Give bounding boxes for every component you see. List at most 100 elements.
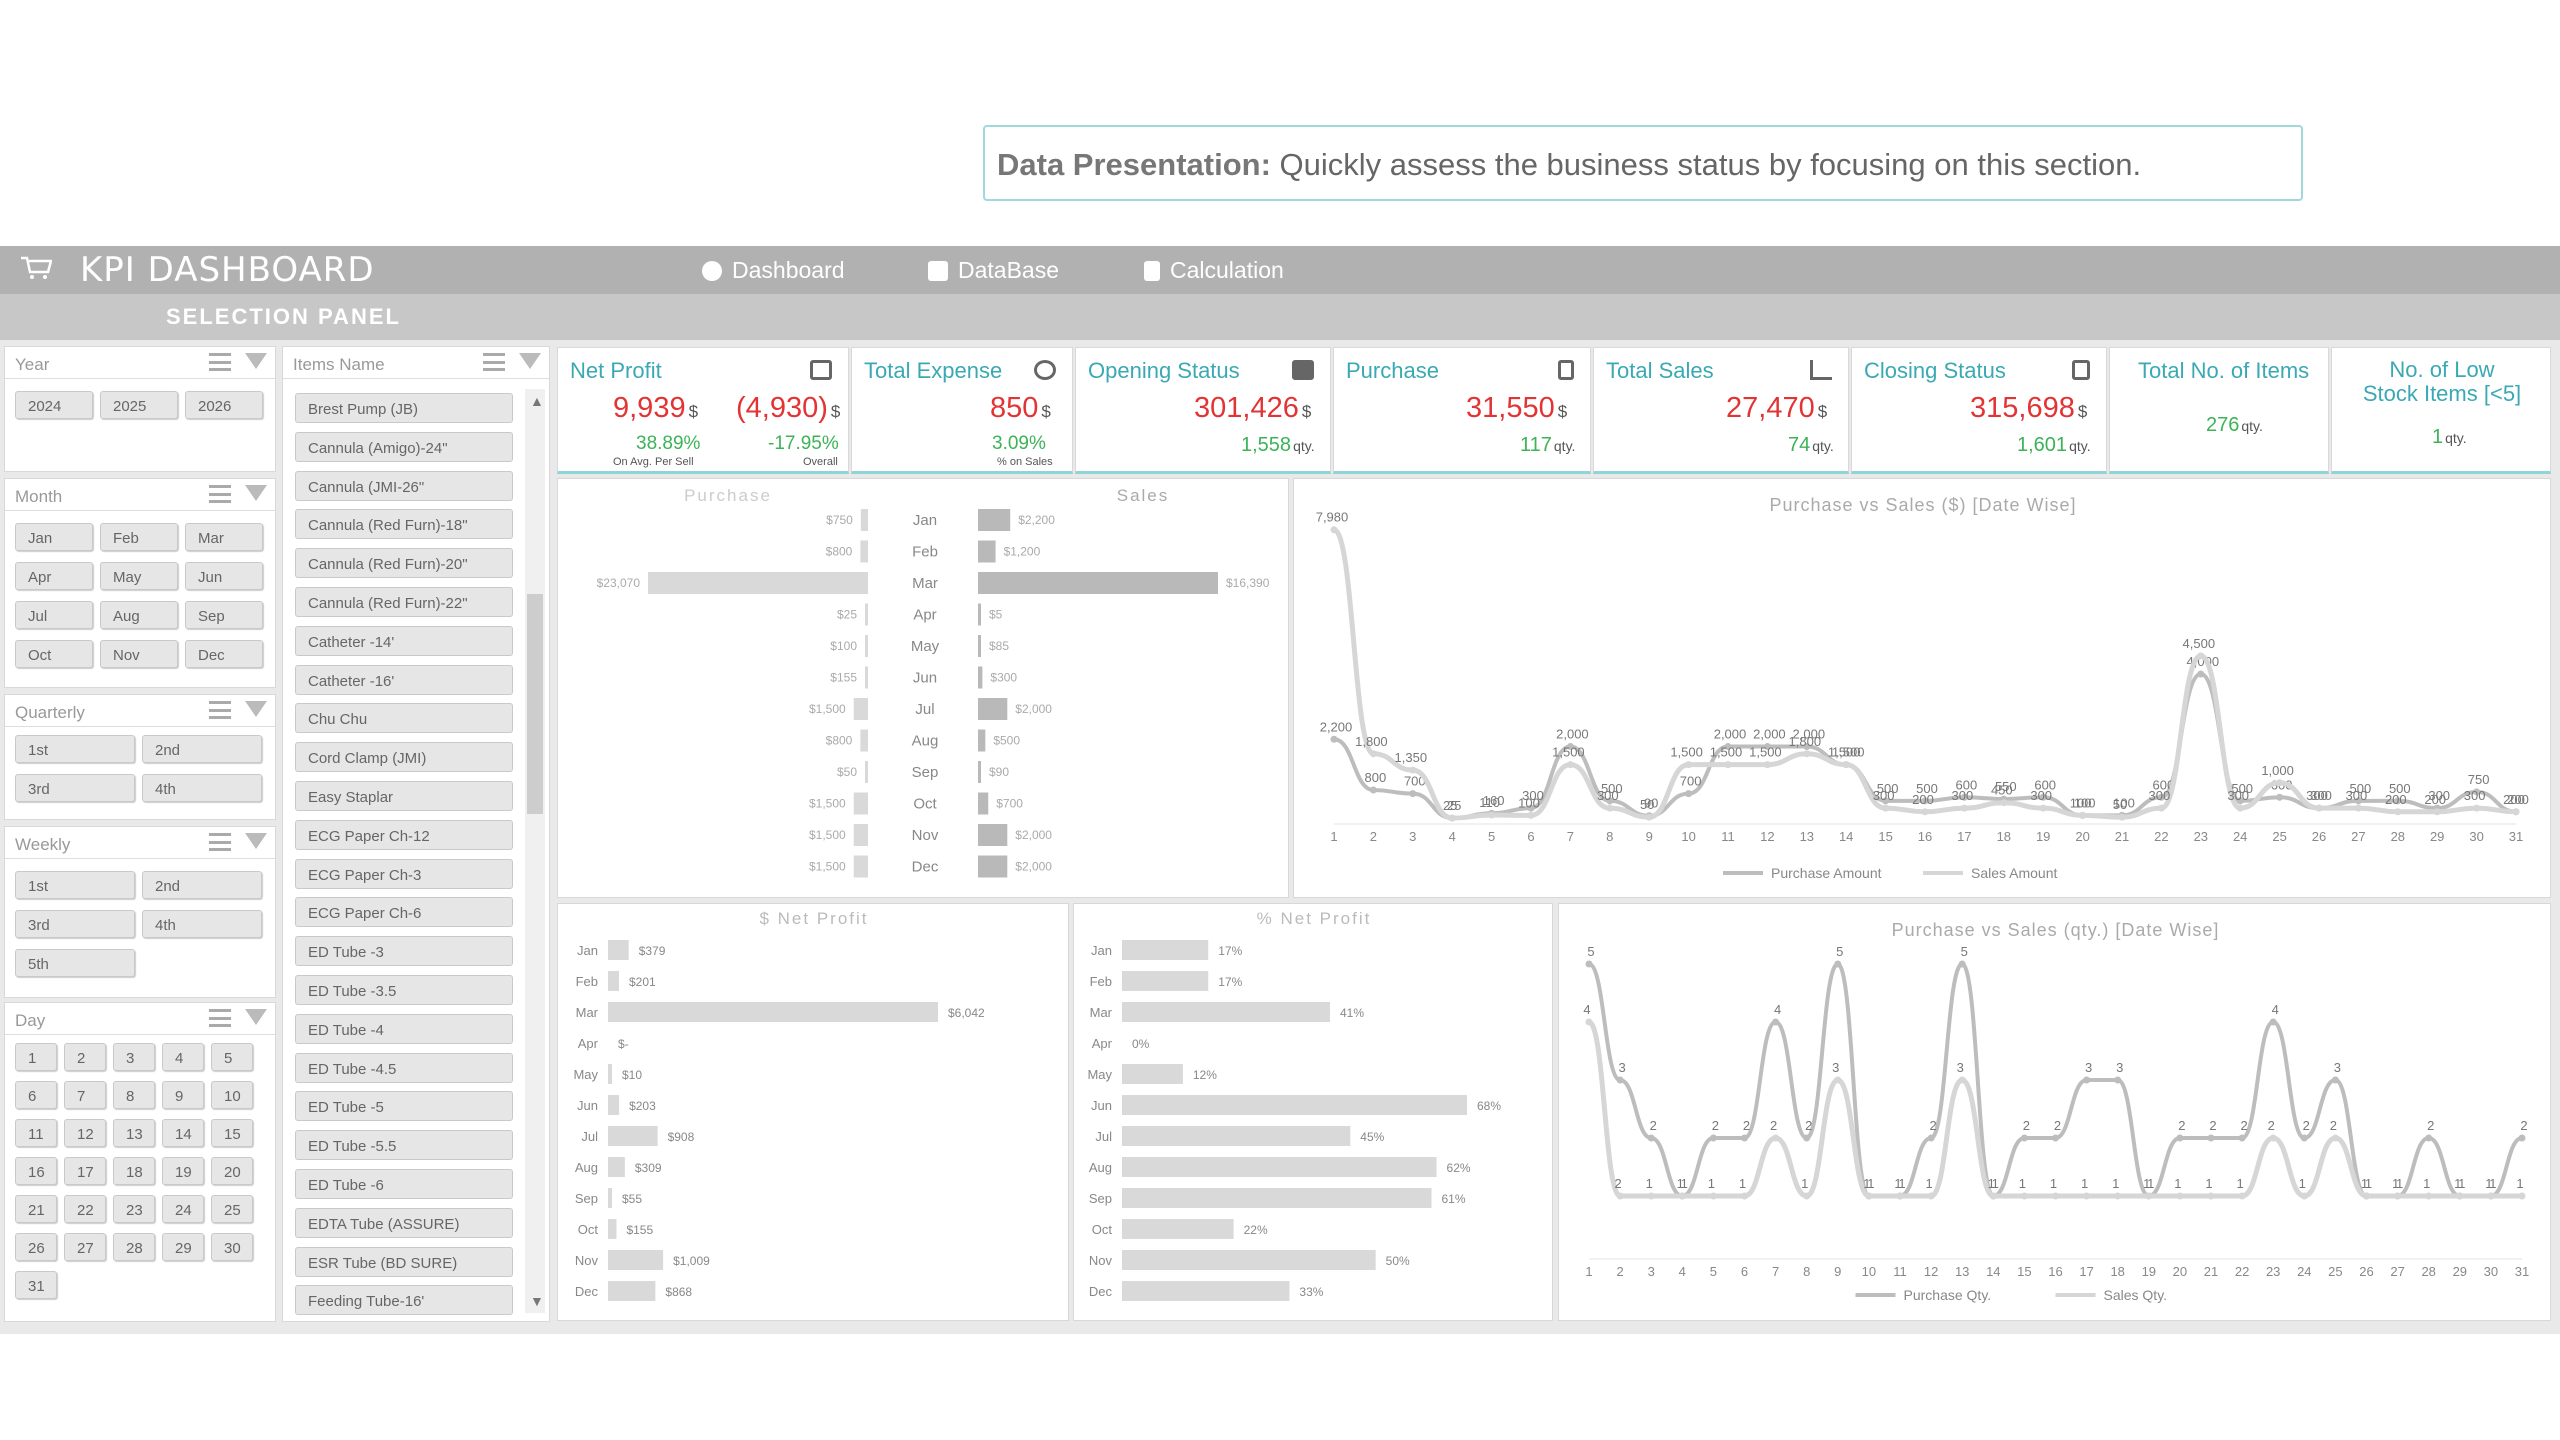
items-scrollbar[interactable]: ▲ ▼ — [525, 389, 545, 1313]
item-option[interactable]: Cannula (Red Furn)-18" — [295, 509, 513, 540]
clear-filter-icon[interactable] — [245, 701, 267, 717]
day-option-27[interactable]: 27 — [64, 1233, 106, 1261]
day-option-5[interactable]: 5 — [211, 1043, 253, 1071]
month-option-feb[interactable]: Feb — [100, 523, 178, 551]
item-option[interactable]: ED Tube -3.5 — [295, 975, 513, 1005]
year-2026[interactable]: 2026 — [185, 391, 263, 419]
multi-select-icon[interactable] — [209, 701, 231, 719]
day-option-29[interactable]: 29 — [162, 1233, 204, 1261]
day-option-3[interactable]: 3 — [113, 1043, 155, 1071]
day-option-12[interactable]: 12 — [64, 1119, 106, 1147]
item-option[interactable]: ED Tube -5 — [295, 1091, 513, 1122]
item-option[interactable]: ED Tube -4 — [295, 1013, 513, 1044]
item-option[interactable]: ESR Tube (BD SURE) — [295, 1246, 513, 1277]
clear-filter-icon[interactable] — [519, 353, 541, 369]
item-option[interactable]: ED Tube -5.5 — [295, 1130, 513, 1161]
clear-filter-icon[interactable] — [245, 1009, 267, 1025]
day-option-28[interactable]: 28 — [113, 1233, 155, 1261]
day-option-17[interactable]: 17 — [64, 1157, 106, 1185]
day-option-19[interactable]: 19 — [162, 1157, 204, 1185]
item-option[interactable]: ECG Paper Ch-3 — [295, 858, 513, 889]
nav-dashboard[interactable]: Dashboard — [702, 257, 845, 284]
month-option-nov[interactable]: Nov — [100, 640, 178, 668]
item-option[interactable]: ECG Paper Ch-12 — [295, 819, 513, 850]
day-option-7[interactable]: 7 — [64, 1081, 106, 1109]
scroll-up-icon[interactable]: ▲ — [530, 393, 544, 409]
scroll-thumb[interactable] — [527, 594, 543, 814]
day-option-30[interactable]: 30 — [211, 1233, 253, 1261]
day-option-25[interactable]: 25 — [211, 1195, 253, 1223]
month-option-sep[interactable]: Sep — [185, 601, 263, 629]
day-option-24[interactable]: 24 — [162, 1195, 204, 1223]
clear-filter-icon[interactable] — [245, 833, 267, 849]
scroll-down-icon[interactable]: ▼ — [530, 1293, 544, 1309]
month-option-jan[interactable]: Jan — [15, 523, 93, 551]
multi-select-icon[interactable] — [209, 353, 231, 371]
quarterly-option-2nd[interactable]: 2nd — [142, 735, 262, 763]
day-option-18[interactable]: 18 — [113, 1157, 155, 1185]
weekly-option-5th[interactable]: 5th — [15, 949, 135, 977]
day-option-9[interactable]: 9 — [162, 1081, 204, 1109]
month-option-aug[interactable]: Aug — [100, 601, 178, 629]
weekly-option-4th[interactable]: 4th — [142, 910, 262, 938]
day-option-14[interactable]: 14 — [162, 1119, 204, 1147]
quarterly-option-1st[interactable]: 1st — [15, 735, 135, 763]
month-option-oct[interactable]: Oct — [15, 640, 93, 668]
year-2025[interactable]: 2025 — [100, 391, 178, 419]
month-option-may[interactable]: May — [100, 562, 178, 590]
weekly-option-2nd[interactable]: 2nd — [142, 871, 262, 899]
item-option[interactable]: Catheter -14' — [295, 625, 513, 656]
month-option-jun[interactable]: Jun — [185, 562, 263, 590]
day-option-20[interactable]: 20 — [211, 1157, 253, 1185]
month-option-jul[interactable]: Jul — [15, 601, 93, 629]
quarterly-option-4th[interactable]: 4th — [142, 774, 262, 802]
multi-select-icon[interactable] — [483, 353, 505, 371]
day-option-21[interactable]: 21 — [15, 1195, 57, 1223]
item-option[interactable]: Cannula (Red Furn)-20" — [295, 548, 513, 579]
day-option-13[interactable]: 13 — [113, 1119, 155, 1147]
day-option-4[interactable]: 4 — [162, 1043, 204, 1071]
multi-select-icon[interactable] — [209, 485, 231, 503]
day-option-31[interactable]: 31 — [15, 1271, 57, 1299]
day-option-6[interactable]: 6 — [15, 1081, 57, 1109]
weekly-option-1st[interactable]: 1st — [15, 871, 135, 899]
item-option[interactable]: Easy Staplar — [295, 781, 513, 811]
item-option[interactable]: Feeding Tube-16' — [295, 1285, 513, 1316]
day-option-1[interactable]: 1 — [15, 1043, 57, 1071]
nav-calculation[interactable]: Calculation — [1144, 257, 1284, 284]
year-2024[interactable]: 2024 — [15, 391, 93, 419]
day-option-8[interactable]: 8 — [113, 1081, 155, 1109]
item-option[interactable]: Cannula (Red Furn)-22" — [295, 587, 513, 617]
data-label: 300 — [2030, 788, 2052, 803]
item-option[interactable]: ED Tube -3 — [295, 936, 513, 967]
clear-filter-icon[interactable] — [245, 485, 267, 501]
weekly-option-3rd[interactable]: 3rd — [15, 910, 135, 938]
nav-database[interactable]: DataBase — [928, 257, 1059, 284]
multi-select-icon[interactable] — [209, 833, 231, 851]
item-option[interactable]: Cord Clamp (JMI) — [295, 742, 513, 773]
day-option-26[interactable]: 26 — [15, 1233, 57, 1261]
item-option[interactable]: ED Tube -4.5 — [295, 1052, 513, 1083]
item-option[interactable]: ECG Paper Ch-6 — [295, 897, 513, 928]
multi-select-icon[interactable] — [209, 1009, 231, 1027]
month-option-dec[interactable]: Dec — [185, 640, 263, 668]
day-option-16[interactable]: 16 — [15, 1157, 57, 1185]
day-option-11[interactable]: 11 — [15, 1119, 57, 1147]
day-option-10[interactable]: 10 — [211, 1081, 253, 1109]
month-option-mar[interactable]: Mar — [185, 523, 263, 551]
item-option[interactable]: Catheter -16' — [295, 664, 513, 695]
item-option[interactable]: ED Tube -6 — [295, 1169, 513, 1199]
day-option-22[interactable]: 22 — [64, 1195, 106, 1223]
item-option[interactable]: Brest Pump (JB) — [295, 393, 513, 423]
item-option[interactable]: EDTA Tube (ASSURE) — [295, 1207, 513, 1238]
items-slicer-header: Items Name — [283, 347, 549, 379]
quarterly-option-3rd[interactable]: 3rd — [15, 774, 135, 802]
day-option-2[interactable]: 2 — [64, 1043, 106, 1071]
item-option[interactable]: Cannula (Amigo)-24" — [295, 431, 513, 462]
month-option-apr[interactable]: Apr — [15, 562, 93, 590]
item-option[interactable]: Cannula (JMI-26" — [295, 470, 513, 501]
day-option-23[interactable]: 23 — [113, 1195, 155, 1223]
day-option-15[interactable]: 15 — [211, 1119, 253, 1147]
item-option[interactable]: Chu Chu — [295, 703, 513, 734]
clear-filter-icon[interactable] — [245, 353, 267, 369]
